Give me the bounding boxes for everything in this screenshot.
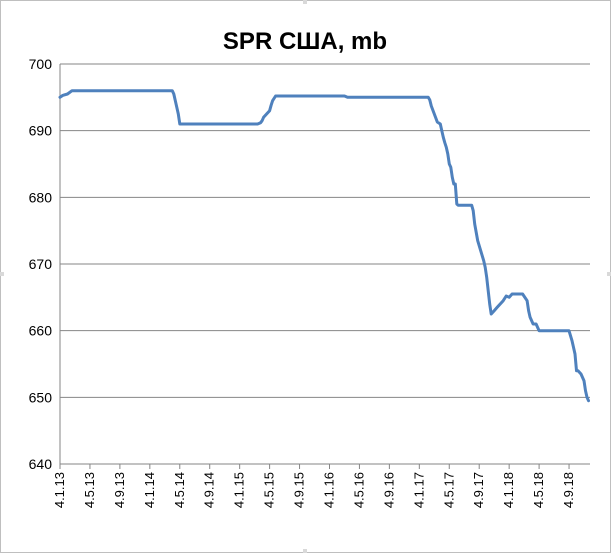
x-tick-label: 4.9.15 bbox=[292, 472, 307, 508]
series-layer bbox=[58, 89, 590, 403]
x-tick-label: 4.5.15 bbox=[262, 472, 277, 508]
resize-handle-right[interactable] bbox=[607, 272, 611, 276]
y-tick-label: 670 bbox=[29, 256, 53, 272]
x-tick-label: 4.1.17 bbox=[411, 472, 426, 508]
x-tick-label: 4.5.16 bbox=[351, 472, 366, 508]
resize-handle-left[interactable] bbox=[0, 272, 4, 276]
y-tick-label: 700 bbox=[29, 56, 53, 72]
series-line bbox=[58, 89, 590, 403]
x-tick-label: 4.9.14 bbox=[202, 472, 217, 508]
chart-title: SPR США, mb bbox=[223, 28, 387, 55]
x-tick-label: 4.9.16 bbox=[381, 472, 396, 508]
x-tick-label: 4.9.13 bbox=[112, 472, 127, 508]
x-tick-label: 4.5.17 bbox=[441, 472, 456, 508]
y-tick-label: 650 bbox=[29, 389, 53, 405]
x-tick-label: 4.1.16 bbox=[321, 472, 336, 508]
x-tick-label: 4.5.14 bbox=[172, 472, 187, 508]
x-tick-label: 4.1.13 bbox=[52, 472, 67, 508]
resize-handle-top[interactable] bbox=[303, 0, 307, 4]
resize-handle-bottom[interactable] bbox=[303, 549, 307, 553]
x-tick-label: 4.1.15 bbox=[232, 472, 247, 508]
y-tick-label: 660 bbox=[29, 323, 53, 339]
x-tick-label: 4.5.13 bbox=[82, 472, 97, 508]
x-tick-label: 4.9.17 bbox=[471, 472, 486, 508]
y-tick-label: 640 bbox=[29, 456, 53, 472]
x-tick-label: 4.5.18 bbox=[531, 472, 546, 508]
x-axis: 4.1.13 4.5.13 4.9.13 4.1.14 4.5.14 4.9.14 4.1.… bbox=[52, 464, 576, 508]
y-tick-label: 690 bbox=[29, 123, 53, 139]
x-tick-label: 4.1.14 bbox=[142, 472, 157, 508]
gridlines bbox=[60, 63, 590, 465]
x-tick-label: 4.9.18 bbox=[561, 472, 576, 508]
y-axis: 700 690 680 670 660 650 640 bbox=[29, 56, 61, 472]
y-tick-label: 680 bbox=[29, 189, 53, 205]
x-tick-label: 4.1.18 bbox=[501, 472, 516, 508]
